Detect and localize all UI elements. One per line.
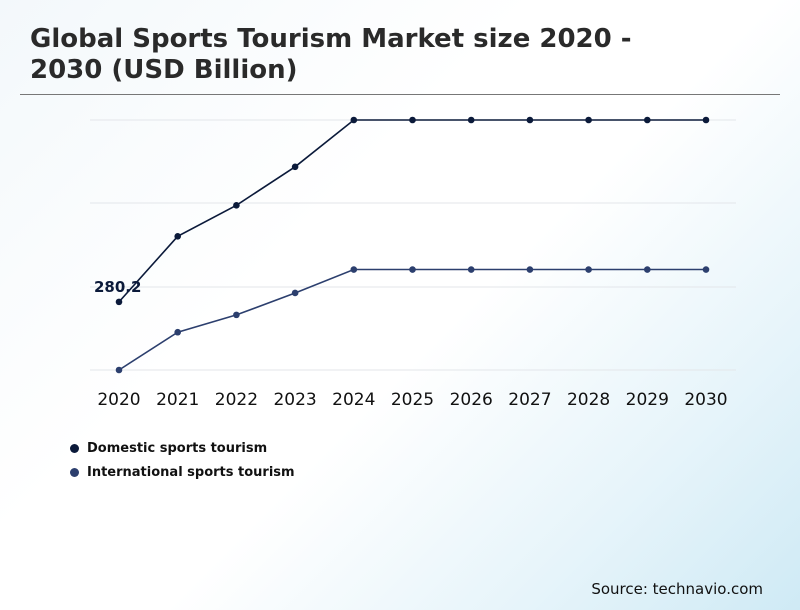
legend-marker-domestic	[70, 443, 79, 453]
title-divider	[20, 94, 780, 95]
data-point-s1-2024	[350, 266, 358, 273]
x-tick-label-2023: 2023	[273, 390, 316, 410]
data-point-s1-2023	[291, 289, 299, 297]
legend-item-domestic: Domestic sports tourism	[70, 436, 295, 460]
legend-marker-international	[70, 467, 79, 477]
data-point-s1-2027	[526, 266, 534, 273]
x-tick-label-2027: 2027	[508, 390, 551, 410]
data-point-s1-2029	[644, 266, 651, 273]
x-tick-label-2024: 2024	[332, 390, 375, 410]
data-point-s0-2028	[585, 116, 592, 124]
series-line-1	[118, 268, 706, 371]
x-tick-label-2030: 2030	[684, 390, 727, 410]
data-point-s0-2030	[702, 116, 710, 124]
series-line-0	[118, 119, 706, 303]
data-point-s1-2025	[409, 266, 416, 273]
data-label-0: 280.2	[94, 278, 141, 296]
data-point-s1-2026	[467, 266, 475, 273]
x-tick-label-2025: 2025	[391, 390, 434, 410]
data-point-s1-2020	[115, 366, 123, 374]
data-point-s0-2025	[409, 116, 416, 124]
x-tick-label-2029: 2029	[626, 390, 669, 410]
source-credit: Source: technavio.com	[591, 580, 763, 598]
legend-label-international: International sports tourism	[87, 464, 295, 480]
data-point-s1-2021	[174, 328, 181, 336]
legend-label-domestic: Domestic sports tourism	[87, 440, 268, 456]
x-tick-label-2028: 2028	[567, 390, 610, 410]
data-point-s0-2021	[174, 233, 181, 240]
legend: Domestic sports tourism International sp…	[70, 436, 295, 484]
data-point-s0-2027	[526, 116, 534, 124]
legend-item-international: International sports tourism	[70, 460, 295, 484]
data-point-s1-2030	[702, 266, 710, 273]
data-point-s0-2020	[115, 298, 123, 306]
x-tick-label-2022: 2022	[215, 390, 258, 410]
x-tick-label-2020: 2020	[97, 390, 140, 410]
data-point-s0-2029	[644, 116, 651, 124]
data-point-s1-2028	[585, 266, 592, 273]
chart-title: Global Sports Tourism Market size 2020 -…	[30, 24, 632, 85]
data-point-s0-2023	[291, 163, 299, 171]
x-tick-label-2026: 2026	[450, 390, 493, 410]
data-point-s0-2024	[350, 116, 358, 124]
data-point-s0-2022	[233, 202, 240, 209]
data-point-s0-2026	[467, 116, 475, 124]
x-tick-label-2021: 2021	[156, 390, 199, 410]
data-point-s1-2022	[233, 311, 240, 319]
